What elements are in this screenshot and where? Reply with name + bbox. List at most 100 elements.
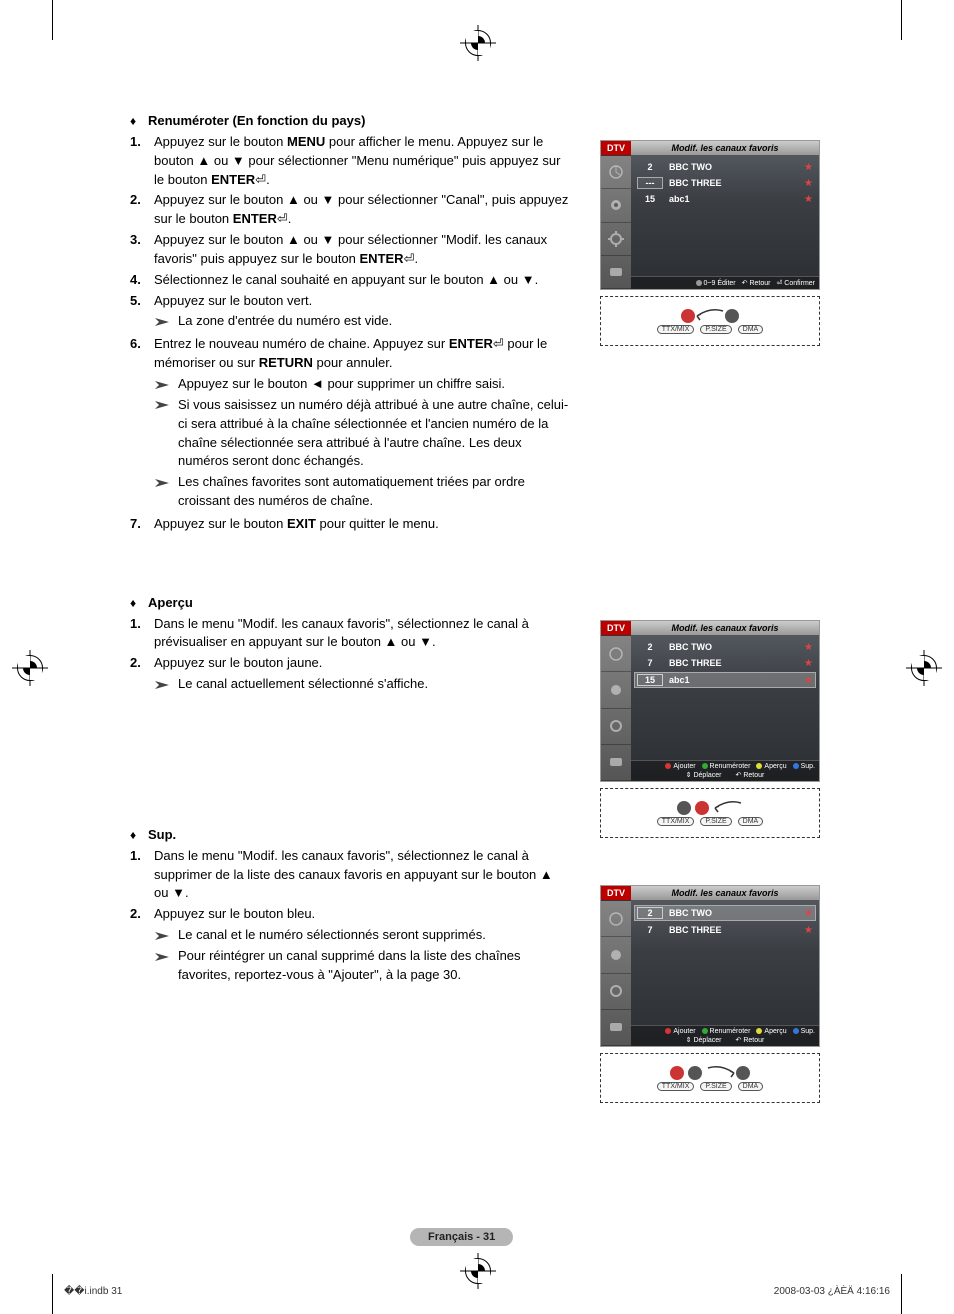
remote-label-ttx: TTX/MIX	[657, 1082, 695, 1091]
arrow-icon	[695, 309, 725, 323]
favorite-star-icon: ★	[804, 194, 813, 205]
nav-setup-icon	[601, 974, 631, 1010]
crop-mark	[52, 0, 53, 40]
step-row: 2.Appuyez sur le bouton ▲ ou ▼ pour séle…	[130, 191, 570, 229]
channel-number: 2	[637, 641, 663, 653]
channel-name: abc1	[669, 675, 804, 685]
hint-renumber: Renuméroter	[702, 763, 751, 770]
nav-guide-icon	[601, 901, 631, 937]
channel-row: 2BBC TWO★	[637, 160, 813, 174]
osd-panel: DTV Modif. les canaux favoris 2BBC TWO★7…	[600, 885, 820, 1047]
crop-mark	[901, 0, 902, 40]
favorite-star-icon: ★	[804, 675, 813, 686]
note-arrow-icon	[154, 675, 178, 694]
channel-name: BBC TWO	[669, 908, 804, 918]
step-row: 1.Appuyez sur le bouton MENU pour affich…	[130, 133, 570, 190]
remote-label-dma: DMA	[738, 1082, 764, 1091]
osd-main: Modif. les canaux favoris 2BBC TWO★---BB…	[631, 141, 819, 289]
hint-renumber: Renuméroter	[702, 1028, 751, 1035]
hint-add: Ajouter	[665, 1028, 695, 1035]
sub-note: Le canal et le numéro sélectionnés seron…	[154, 926, 570, 945]
step-row: 4.Sélectionnez le canal souhaité en appu…	[130, 271, 570, 290]
osd-hints: Ajouter Renuméroter Aperçu Sup. ⇕ Déplac…	[631, 1025, 819, 1046]
registration-mark-icon	[17, 655, 43, 681]
sub-note: Le canal actuellement sélectionné s'affi…	[154, 675, 570, 694]
step-text: Appuyez sur le bouton MENU pour afficher…	[154, 134, 560, 187]
step-row: 7.Appuyez sur le bouton EXIT pour quitte…	[130, 515, 570, 534]
channel-number: 7	[637, 924, 663, 936]
channel-name: BBC TWO	[669, 642, 804, 652]
sub-note: La zone d'entrée du numéro est vide.	[154, 312, 570, 331]
channel-row: 7BBC THREE★	[637, 656, 813, 670]
section-heading: Renuméroter (En fonction du pays)	[130, 112, 570, 131]
page-number-pill: Français - 31	[410, 1228, 513, 1246]
nav-lang-icon	[601, 256, 631, 289]
nav-channel-icon	[601, 189, 631, 222]
channel-row: 15 abc1★	[637, 192, 813, 206]
hint-preview: Aperçu	[756, 1028, 786, 1035]
arrow-icon	[713, 801, 743, 815]
nav-lang-icon	[601, 1010, 631, 1046]
step-text: Entrez le nouveau numéro de chaine. Appu…	[154, 336, 547, 370]
remote-diagram: TTX/MIX P.SIZE DMA	[600, 1053, 820, 1103]
section-renumeroter: Renuméroter (En fonction du pays) 1.Appuy…	[130, 112, 570, 534]
step-text: Appuyez sur le bouton ▲ ou ▼ pour sélect…	[154, 232, 547, 266]
remote-label-psize: P.SIZE	[700, 817, 731, 826]
channel-number: 2	[637, 907, 663, 919]
osd-sidebar: DTV	[601, 621, 631, 781]
channel-number: 15	[637, 193, 663, 205]
dtv-badge: DTV	[601, 141, 631, 156]
sub-note: Si vous saisissez un numéro déjà attribu…	[154, 396, 570, 471]
channel-name: BBC TWO	[669, 162, 804, 172]
step-text: Sélectionnez le canal souhaité en appuya…	[154, 272, 538, 287]
remote-label-psize: P.SIZE	[700, 1082, 731, 1091]
channel-list: 2BBC TWO★7BBC THREE★	[631, 901, 819, 1025]
registration-mark-icon	[465, 1258, 491, 1284]
channel-row: 7BBC THREE★	[637, 923, 813, 937]
section-apercu: Aperçu1.Dans le menu "Modif. les canaux …	[130, 594, 570, 696]
step-text: Appuyez sur le bouton bleu.	[154, 906, 315, 921]
osd-screenshot-2: DTV Modif. les canaux favoris 2BBC TWO★7…	[600, 620, 820, 838]
channel-name: abc1	[669, 194, 804, 204]
nav-setup-icon	[601, 223, 631, 256]
footer-filename: ��i.indb 31	[64, 1286, 122, 1297]
dtv-badge: DTV	[601, 621, 631, 636]
hint-add: Ajouter	[665, 763, 695, 770]
section-heading: Sup.	[130, 826, 570, 845]
osd-sidebar: DTV	[601, 886, 631, 1046]
step-text: Appuyez sur le bouton ▲ ou ▼ pour sélect…	[154, 192, 568, 226]
step-row: 2.Appuyez sur le bouton jaune.Le canal a…	[130, 654, 570, 696]
osd-panel: DTV Modif. les canaux favoris 2BBC TWO★7…	[600, 620, 820, 782]
crop-mark	[901, 1274, 902, 1314]
remote-diagram: TTX/MIX P.SIZE DMA	[600, 296, 820, 346]
registration-mark-icon	[911, 655, 937, 681]
nav-guide-icon	[601, 636, 631, 672]
channel-number: 15	[637, 674, 663, 686]
remote-label-ttx: TTX/MIX	[657, 325, 695, 334]
channel-row: 15 abc1★	[634, 672, 816, 688]
step-text: Appuyez sur le bouton jaune.	[154, 655, 322, 670]
channel-number: 2	[637, 161, 663, 173]
channel-number: 7	[637, 657, 663, 669]
osd-screenshot-3: DTV Modif. les canaux favoris 2BBC TWO★7…	[600, 885, 820, 1103]
step-row: 1.Dans le menu "Modif. les canaux favori…	[130, 847, 570, 904]
channel-name: BBC THREE	[669, 925, 804, 935]
nav-lang-icon	[601, 745, 631, 781]
nav-channel-icon	[601, 672, 631, 708]
channel-row: 2BBC TWO★	[634, 905, 816, 921]
channel-name: BBC THREE	[669, 178, 804, 188]
nav-guide-icon	[601, 156, 631, 189]
remote-diagram: TTX/MIXP.SIZEDMA	[600, 788, 820, 838]
section-sup: Sup. 1.Dans le menu "Modif. les canaux fa…	[130, 826, 570, 987]
favorite-star-icon: ★	[804, 642, 813, 653]
osd-title: Modif. les canaux favoris	[631, 886, 819, 901]
hint-delete: Sup.	[793, 1028, 815, 1035]
note-arrow-icon	[154, 396, 178, 415]
hint-preview: Aperçu	[756, 763, 786, 770]
hint-move: ⇕ Déplacer	[686, 1036, 722, 1044]
remote-label-dma: DMA	[738, 325, 764, 334]
step-row: 5.Appuyez sur le bouton vert.La zone d'e…	[130, 292, 570, 334]
osd-screenshot-1: DTV Modif. les canaux favoris 2BBC TWO★-…	[600, 140, 820, 346]
remote-label-psize: P.SIZE	[700, 325, 731, 334]
hint-edit: 0~9 Éditer	[696, 280, 736, 287]
